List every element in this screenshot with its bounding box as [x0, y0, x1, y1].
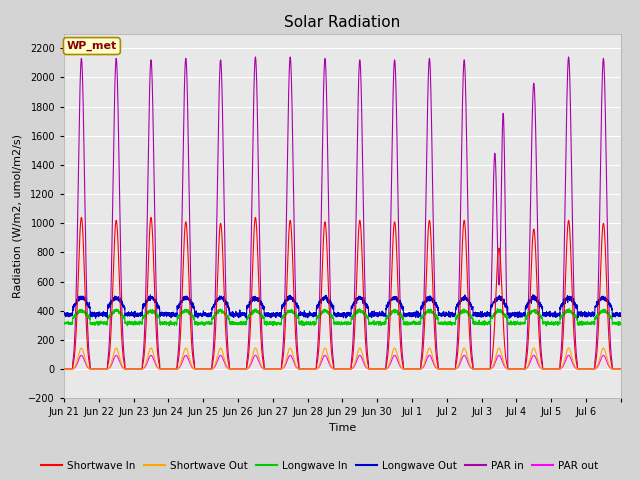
Legend: Shortwave In, Shortwave Out, Longwave In, Longwave Out, PAR in, PAR out: Shortwave In, Shortwave Out, Longwave In…: [37, 456, 603, 475]
Text: WP_met: WP_met: [67, 41, 117, 51]
Y-axis label: Radiation (W/m2, umol/m2/s): Radiation (W/m2, umol/m2/s): [13, 134, 23, 298]
X-axis label: Time: Time: [329, 423, 356, 433]
Title: Solar Radiation: Solar Radiation: [284, 15, 401, 30]
